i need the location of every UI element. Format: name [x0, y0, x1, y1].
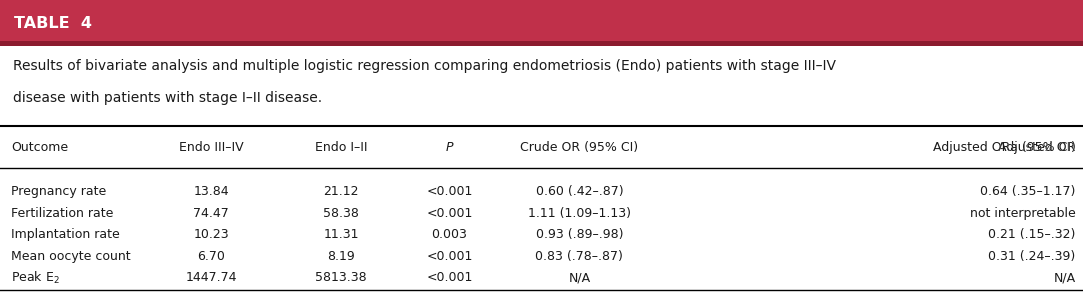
- Text: Endo I–II: Endo I–II: [315, 140, 367, 154]
- Text: 0.64 (.35–1.17): 0.64 (.35–1.17): [980, 185, 1075, 198]
- Text: Results of bivariate analysis and multiple logistic regression comparing endomet: Results of bivariate analysis and multip…: [13, 59, 836, 73]
- Text: 0.93 (.89–.98): 0.93 (.89–.98): [536, 228, 623, 241]
- Text: Pregnancy rate: Pregnancy rate: [11, 185, 106, 198]
- Text: Outcome: Outcome: [11, 140, 68, 154]
- Text: 6.70: 6.70: [197, 249, 225, 263]
- Text: 21.12: 21.12: [324, 185, 358, 198]
- Text: <0.001: <0.001: [427, 207, 472, 220]
- Text: 1447.74: 1447.74: [185, 271, 237, 284]
- Text: 11.31: 11.31: [324, 228, 358, 241]
- Text: Endo III–IV: Endo III–IV: [179, 140, 244, 154]
- Text: 0.60 (.42–.87): 0.60 (.42–.87): [536, 185, 623, 198]
- Text: 74.47: 74.47: [193, 207, 230, 220]
- Text: 0.31 (.24–.39): 0.31 (.24–.39): [988, 249, 1075, 263]
- Text: Mean oocyte count: Mean oocyte count: [11, 249, 130, 263]
- Text: not interpretable: not interpretable: [969, 207, 1075, 220]
- Text: <0.001: <0.001: [427, 185, 472, 198]
- Text: Adjusted OR: Adjusted OR: [999, 140, 1075, 154]
- Text: Peak E$_2$: Peak E$_2$: [11, 270, 60, 286]
- Text: 0.21 (.15–.32): 0.21 (.15–.32): [988, 228, 1075, 241]
- Text: 10.23: 10.23: [194, 228, 229, 241]
- Text: P: P: [446, 140, 453, 154]
- Text: Fertilization rate: Fertilization rate: [11, 207, 114, 220]
- Text: 13.84: 13.84: [194, 185, 229, 198]
- Text: 58.38: 58.38: [323, 207, 360, 220]
- Text: 0.003: 0.003: [431, 228, 468, 241]
- Text: Crude OR (95% CI): Crude OR (95% CI): [520, 140, 639, 154]
- Text: N/A: N/A: [1054, 271, 1075, 284]
- Text: Implantation rate: Implantation rate: [11, 228, 119, 241]
- Text: <0.001: <0.001: [427, 271, 472, 284]
- Text: disease with patients with stage I–II disease.: disease with patients with stage I–II di…: [13, 91, 322, 105]
- Text: TABLE  4: TABLE 4: [14, 16, 92, 31]
- FancyBboxPatch shape: [0, 41, 1083, 46]
- Text: 0.83 (.78–.87): 0.83 (.78–.87): [535, 249, 624, 263]
- Text: 5813.38: 5813.38: [315, 271, 367, 284]
- Text: Adjusted ORa (95% CI): Adjusted ORa (95% CI): [932, 140, 1075, 154]
- Text: Adjusted ORa (95% CI): Adjusted ORa (95% CI): [932, 140, 1075, 154]
- Text: <0.001: <0.001: [427, 249, 472, 263]
- Text: 8.19: 8.19: [327, 249, 355, 263]
- Text: N/A: N/A: [569, 271, 590, 284]
- FancyBboxPatch shape: [0, 0, 1083, 46]
- Text: 1.11 (1.09–1.13): 1.11 (1.09–1.13): [527, 207, 631, 220]
